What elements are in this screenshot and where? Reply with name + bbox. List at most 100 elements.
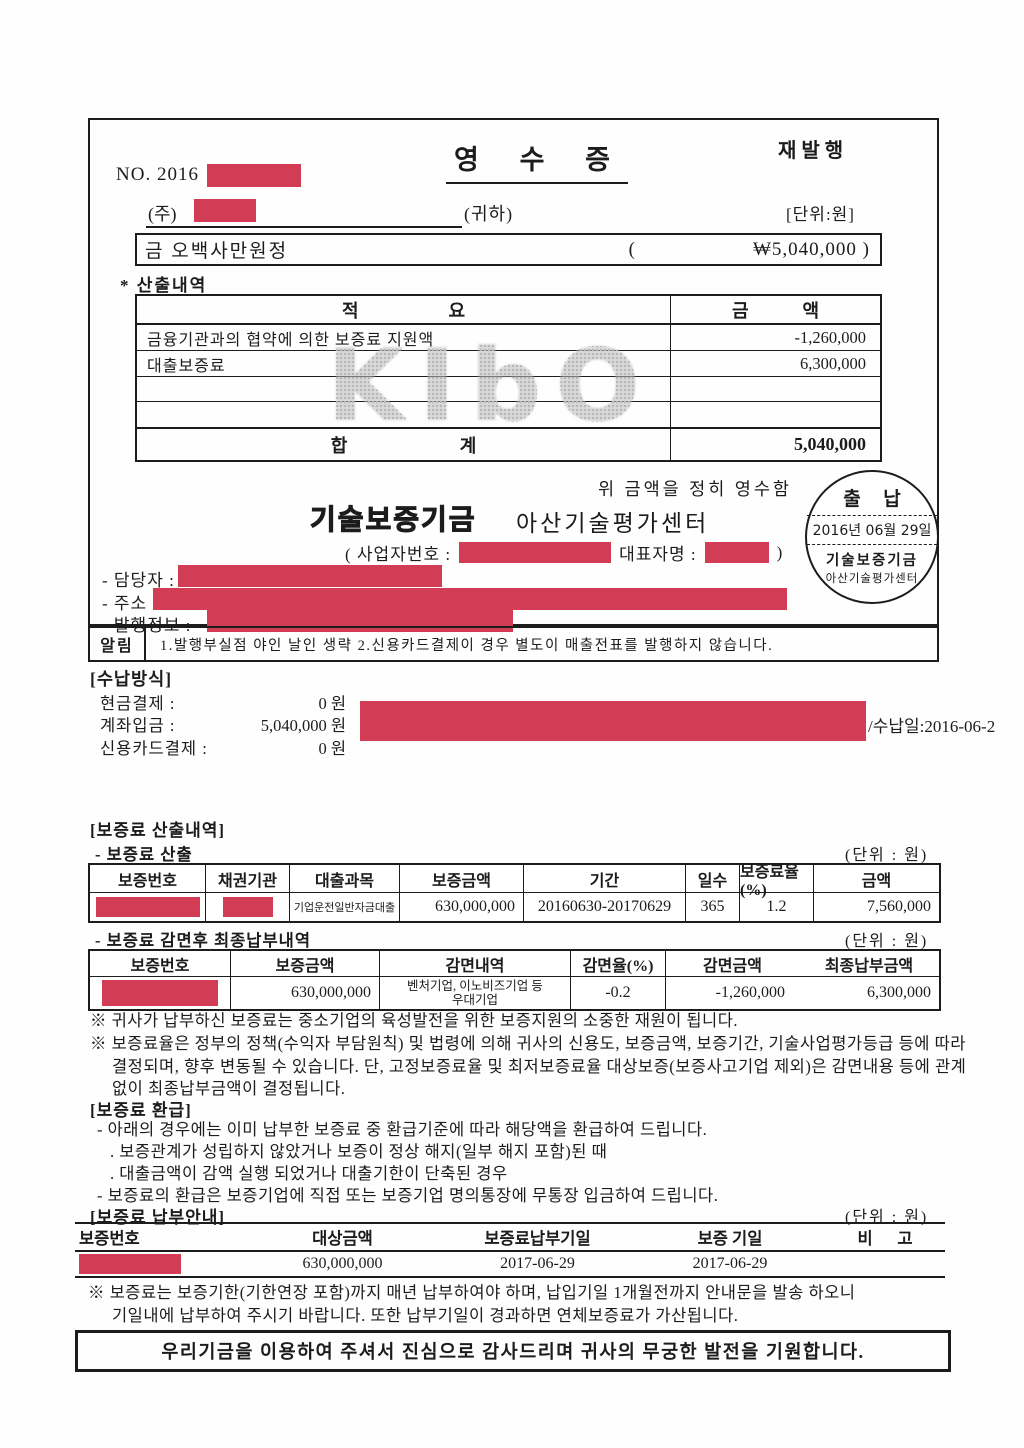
business-info-line: ( 사업자번호 : 대표자명 : ) — [345, 540, 783, 565]
payment-guide-row: 630,000,000 2017-06-29 2017-06-29 — [75, 1252, 945, 1278]
header-amount: 금 액 — [731, 300, 820, 321]
unit-label-1: (단위 : 원) — [845, 847, 929, 864]
fee-note-1: ※ 귀사가 납부하신 보증료는 중소기업의 육성발전을 위한 보증지원의 소중한… — [90, 1011, 739, 1030]
issuer-branch: 아산기술평가센터 — [516, 511, 710, 536]
received-note: 위 금액을 정히 영수함 — [598, 479, 793, 499]
cashier-stamp: 출 납 2016년 06월 29일 기술보증기금 아산기술평가센터 — [805, 470, 939, 604]
address-label: - 주소 : — [102, 594, 159, 613]
col-loan-type: 대출과목 — [290, 865, 400, 892]
document-number-redaction — [206, 164, 301, 188]
payment-guide-note-2: 기일내에 납부하여 주시기 바랍니다. 또한 납부기일이 경과하면 연체보증료가… — [112, 1306, 739, 1325]
manager-redaction — [178, 565, 442, 587]
issue-info-label: - 발행정보 : — [102, 616, 192, 635]
notice-label: 알림 — [90, 628, 146, 660]
fee-calc-sub1: - 보증료 산출 — [95, 845, 193, 864]
fee-calc-table-header: 보증번호 채권기관 대출과목 보증금액 기간 일수 보증료율(%) 금액 — [90, 864, 939, 899]
refund-line: . 보증관계가 성립하지 않았거나 보증이 정상 해지(일부 해지 포함)된 때 — [110, 1142, 608, 1161]
refund-line: . 대출금액이 감액 실행 되었거나 대출기한이 단축된 경우 — [110, 1164, 508, 1183]
col-period: 기간 — [524, 865, 686, 892]
guarantee-no-redaction — [95, 897, 200, 917]
loan-type-value: 기업운전일반자금대출 — [290, 893, 400, 921]
payer-prefix: (주) — [148, 204, 177, 224]
address-redaction — [153, 588, 787, 610]
final-payment-table-row: 630,000,000 벤처기업, 이노비즈기업 등 우대기업 -0.2 -1,… — [90, 977, 939, 1009]
col-target-amount: 대상금액 — [312, 1229, 373, 1248]
col-days: 일수 — [686, 865, 740, 892]
target-amount-value: 630,000,000 — [302, 1255, 383, 1272]
stamp-date: 2016년 06월 29일 — [807, 515, 937, 545]
col-remarks: 비 고 — [857, 1229, 913, 1248]
guarantee-amount-value: 630,000,000 — [400, 893, 524, 921]
cash-label: 현금결제 : — [100, 694, 176, 713]
fee-note-2: ※ 보증료율은 정부의 정책(수익자 부담원칙) 및 법령에 의해 귀사의 신용… — [90, 1034, 967, 1098]
stamp-branch: 아산기술평가센터 — [825, 571, 919, 585]
thank-you-message: 우리기금을 이용하여 주셔서 진심으로 감사드리며 귀사의 무궁한 발전을 기원… — [161, 1343, 865, 1363]
payment-method-heading: [수납방식] — [90, 669, 173, 689]
card-amount: 0 원 — [318, 739, 346, 758]
fee-calc-table-row: 기업운전일반자금대출 630,000,000 20160630-20170629… — [90, 893, 939, 921]
ceo-label: 대표자명 : — [619, 545, 697, 564]
reduction-amount-value: -1,260,000 — [715, 984, 785, 1001]
fee-due-date-value: 2017-06-29 — [500, 1255, 575, 1272]
col-fee-due-date: 보증료납부기일 — [484, 1229, 591, 1248]
notice-text: 1.발행부실점 야인 날인 생략 2.신용카드결제이 경우 별도이 매출전표를 … — [160, 637, 774, 654]
period-value: 20160630-20170629 — [524, 893, 686, 921]
payment-guide-header: 보증번호 대상금액 보증료납부기일 보증 기일 비 고 — [75, 1224, 945, 1252]
total-amount: 5,040,000 — [794, 434, 866, 454]
unit-label-top: [단위:원] — [786, 205, 855, 224]
business-info-close: ) — [776, 542, 784, 562]
deposit-amount: 5,040,000 원 — [260, 716, 346, 735]
business-number-redaction — [459, 542, 612, 563]
amount-in-words-box: 금 오백사만원정 ( ₩5,040,000 ) — [135, 233, 882, 266]
row-description: 대출보증료 — [137, 351, 671, 376]
fee-calc-sub2: - 보증료 감면후 최종납부내역 — [95, 931, 312, 950]
col-rate: 보증료율(%) — [740, 864, 814, 899]
header-description: 적 요 — [137, 296, 671, 323]
table-row: 대출보증료 6,300,000 — [137, 351, 880, 377]
refund-heading: [보증료 환급] — [90, 1101, 192, 1120]
refund-line: - 아래의 경우에는 이미 납부한 보증료 중 환급기준에 따라 해당액을 환급… — [97, 1120, 708, 1139]
col-reduction-detail: 감면내역 — [380, 951, 571, 976]
col-guarantee-due-date: 보증 기일 — [697, 1229, 763, 1248]
business-number-label: ( 사업자번호 : — [345, 545, 452, 564]
fee-calc-heading: [보증료 산출내역] — [90, 821, 226, 840]
table-row-empty — [137, 402, 880, 427]
amount-figure: ₩5,040,000 ) — [752, 238, 870, 260]
col-reduction-amount: 감면금액 — [703, 957, 762, 975]
receipt-title: 영 수 증 — [446, 138, 629, 184]
guarantee-due-date-value: 2017-06-29 — [692, 1255, 768, 1272]
col-reduction-rate: 감면율(%) — [571, 951, 666, 976]
reissue-label: 재발행 — [778, 140, 849, 162]
calculation-table-header: 적 요 금 액 — [137, 296, 880, 325]
col-guarantee-no: 보증번호 — [79, 1229, 140, 1248]
calculation-table: 적 요 금 액 금융기관과의 협약에 의한 보증료 지원액 -1,260,000… — [135, 294, 882, 462]
row-description: 금융기관과의 협약에 의한 보증료 지원액 — [137, 325, 671, 350]
col-guarantee-no: 보증번호 — [90, 865, 206, 892]
reduction-detail-value: 벤처기업, 이노비즈기업 등 우대기업 — [380, 977, 571, 1009]
amount-in-words: 금 오백사만원정 — [145, 241, 289, 262]
col-guarantee-no: 보증번호 — [90, 951, 231, 976]
calculation-heading: * 산출내역 — [120, 276, 208, 295]
document-number-prefix: NO. 2016 — [116, 164, 199, 185]
guarantee-no-redaction — [102, 980, 218, 1006]
issuer-logo-text: 기술보증기금 — [310, 503, 477, 537]
payer-honorific: (귀하) — [464, 204, 514, 224]
guarantee-amount-value: 630,000,000 — [231, 977, 380, 1009]
col-guarantee-amount: 보증금액 — [400, 865, 524, 892]
final-payment-table-header: 보증번호 보증금액 감면내역 감면율(%) 감면금액 최종납부금액 — [90, 951, 939, 977]
fee-value: 7,560,000 — [867, 898, 931, 915]
creditor-redaction — [222, 897, 273, 917]
payment-guide-table: 보증번호 대상금액 보증료납부기일 보증 기일 비 고 630,000,000 … — [75, 1222, 945, 1278]
ceo-name-redaction — [704, 542, 769, 563]
deposit-account-redaction — [360, 701, 866, 741]
amount-paren-open: ( — [628, 238, 635, 260]
fee-calc-table: 보증번호 채권기관 대출과목 보증금액 기간 일수 보증료율(%) 금액 기업운… — [88, 863, 941, 923]
refund-line: - 보증료의 환급은 보증기업에 직접 또는 보증기업 명의통장에 무통장 입금… — [97, 1186, 719, 1205]
row-amount: -1,260,000 — [794, 327, 867, 347]
days-value: 365 — [686, 893, 740, 921]
row-amount: 6,300,000 — [800, 353, 866, 373]
table-row-empty — [137, 377, 880, 402]
payment-guide-note-1: ※ 보증료는 보증기한(기한연장 포함)까지 매년 납부하여야 하며, 납입기일… — [88, 1283, 856, 1302]
thank-you-box: 우리기금을 이용하여 주셔서 진심으로 감사드리며 귀사의 무궁한 발전을 기원… — [75, 1330, 951, 1372]
payer-name-redaction — [194, 199, 256, 222]
